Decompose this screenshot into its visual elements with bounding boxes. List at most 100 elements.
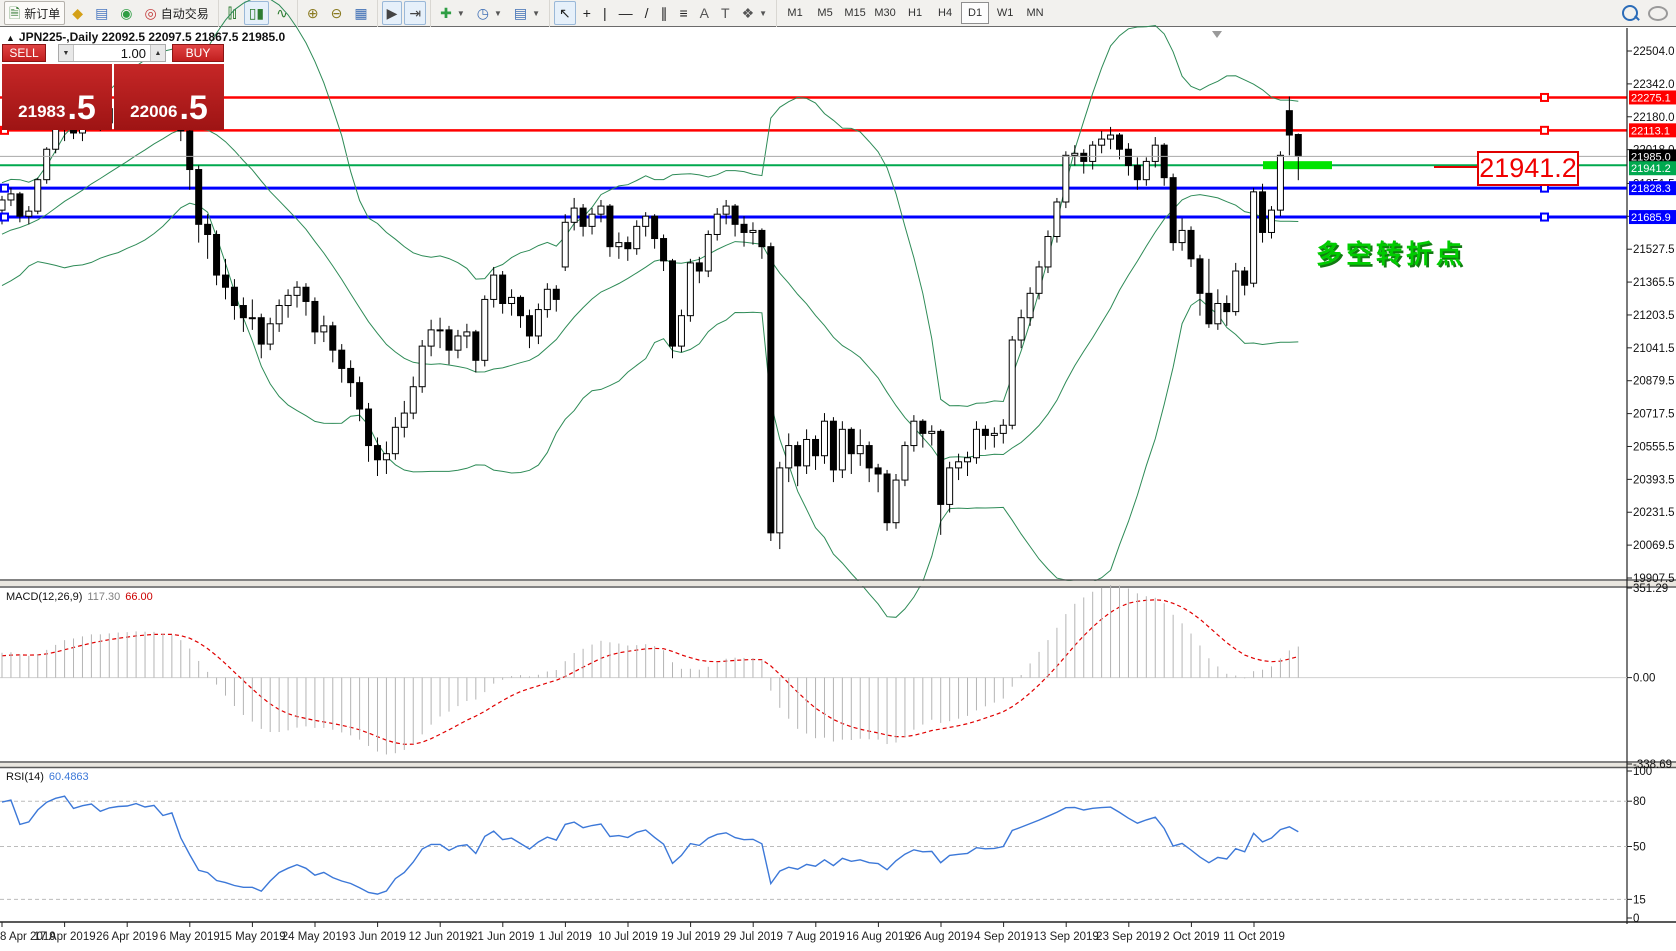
trendline-button[interactable]: /	[640, 1, 654, 25]
date-label: 7 Aug 2019	[787, 931, 845, 943]
candle-body	[999, 424, 1007, 434]
chart-title-text: JPN225-,Daily 22092.5 22097.5 21867.5 21…	[18, 30, 286, 44]
candle-body	[937, 430, 945, 505]
periods-button[interactable]: ◷ ▼	[472, 1, 507, 25]
timeframe-mn[interactable]: MN	[1026, 7, 1044, 19]
date-label: 3 Jun 2019	[349, 931, 406, 943]
timeframe-m30[interactable]: M30	[874, 7, 896, 19]
autotrading-button[interactable]: ◎ 自动交易	[140, 1, 214, 25]
rsi-line	[1, 795, 1299, 895]
collapse-panel-icon[interactable]: ▲	[6, 33, 15, 43]
date-label: 24 May 2019	[282, 931, 349, 943]
line-handles	[0, 92, 1549, 222]
line-handle[interactable]	[1540, 212, 1549, 222]
candle-body	[356, 382, 364, 410]
price-tag: 21985.0	[1629, 149, 1676, 164]
buy-price-display[interactable]: 22006 .5	[114, 64, 224, 130]
candle-body	[579, 207, 587, 227]
toolbar-group: ↖ + | — / ∥ ≡ A T ❖ ▼	[549, 0, 776, 27]
indicators-button[interactable]: ✚ ▼	[435, 1, 470, 25]
candle-body	[1187, 229, 1195, 260]
timeframe-h4[interactable]: H4	[938, 7, 953, 19]
candlestick-chart-button[interactable]: ▯▮	[243, 1, 270, 25]
price-tag: 21828.3	[1629, 181, 1676, 196]
timeframe-m1[interactable]: M1	[787, 7, 803, 19]
price-tick-label: 21203.5	[1633, 310, 1675, 322]
line-handle[interactable]	[0, 183, 9, 193]
templates-button[interactable]: ▤ ▼	[509, 1, 545, 25]
candle-body	[1017, 317, 1025, 341]
candles-layer	[0, 84, 1302, 550]
date-label: 17 Apr 2019	[34, 931, 96, 943]
buy-price-int: 22006	[130, 102, 178, 121]
candle-body	[749, 229, 757, 233]
zoom-in-button[interactable]: ⊕	[302, 1, 324, 25]
candle-body	[829, 420, 837, 471]
signals-icon[interactable]: ◉	[115, 1, 137, 25]
cn-annotation[interactable]: 多空转折点	[1316, 239, 1467, 269]
horizontal-lines	[0, 96, 1627, 219]
volume-input[interactable]: 1.00	[74, 45, 150, 61]
dropdown-caret-icon[interactable]: ▼	[759, 8, 768, 18]
channel-button[interactable]: ∥	[656, 1, 673, 25]
arrows-button[interactable]: ❖ ▼	[737, 1, 772, 25]
price-callout-box[interactable]: 21941.2	[1477, 151, 1579, 186]
data-window-icon[interactable]: ▤	[90, 1, 113, 25]
line-chart-button[interactable]: ∿	[271, 1, 293, 25]
price-tag-label: 21828.3	[1631, 183, 1671, 195]
date-label: 4 Sep 2019	[974, 931, 1033, 943]
candle-body	[1142, 160, 1150, 181]
candle-body	[695, 262, 703, 272]
sell-price-int: 21983	[18, 102, 66, 121]
timeframe-m5[interactable]: M5	[817, 7, 833, 19]
market-watch-icon[interactable]: ◆	[67, 1, 88, 25]
buy-button[interactable]: BUY	[172, 44, 224, 62]
timeframe-m15[interactable]: M15	[844, 7, 866, 19]
candle-body	[1053, 201, 1061, 238]
volume-increase-button[interactable]: ▲	[150, 45, 165, 61]
tile-windows-button[interactable]: ▦	[349, 1, 372, 25]
date-label: 1 Jul 2019	[539, 931, 592, 943]
candle-body	[293, 286, 301, 296]
trend-highlight-segment[interactable]	[1263, 161, 1332, 170]
toolbar-group: ⊕ ⊖ ▦	[296, 0, 377, 27]
dropdown-caret-icon[interactable]: ▼	[532, 8, 541, 18]
candle-body	[552, 288, 560, 300]
label-button[interactable]: T	[716, 1, 735, 25]
candle-body	[615, 242, 623, 248]
sell-button[interactable]: SELL	[2, 44, 46, 62]
line-handle[interactable]	[1540, 92, 1549, 102]
candle-body	[1241, 270, 1249, 286]
auto-scroll-button[interactable]: ▶	[381, 1, 403, 25]
candle-body	[928, 430, 936, 434]
chat-icon[interactable]	[1648, 5, 1668, 21]
price-tag-label: 21985.0	[1631, 151, 1671, 163]
search-icon[interactable]	[1622, 5, 1638, 21]
date-label: 10 Jul 2019	[598, 931, 657, 943]
new-order-button[interactable]: 🗎 新订单	[4, 1, 66, 25]
candle-body	[195, 169, 203, 225]
candle-body	[52, 128, 60, 150]
crosshair-button[interactable]: +	[578, 1, 596, 25]
timeframe-h1[interactable]: H1	[908, 7, 923, 19]
cursor-button[interactable]: ↖	[554, 1, 576, 25]
timeframe-d1[interactable]: D1	[961, 2, 990, 24]
chart-shift-marker[interactable]	[1212, 31, 1222, 38]
vertical-line-button[interactable]: |	[598, 1, 612, 25]
dropdown-caret-icon[interactable]: ▼	[456, 8, 465, 18]
line-handle[interactable]	[1540, 125, 1549, 135]
rsi-label: RSI(14) 60.4863	[6, 771, 89, 783]
cursor-icon: ↖	[559, 5, 571, 21]
timeframe-w1[interactable]: W1	[996, 7, 1014, 19]
line-handle[interactable]	[0, 212, 9, 222]
volume-decrease-button[interactable]: ▼	[59, 45, 74, 61]
sell-price-display[interactable]: 21983 .5	[2, 64, 112, 130]
fibonacci-button[interactable]: ≡	[675, 1, 693, 25]
horizontal-line-button[interactable]: —	[614, 1, 638, 25]
text-button[interactable]: A	[695, 1, 714, 25]
chart-shift-button[interactable]: ⇥	[404, 1, 427, 25]
date-label: 11 Oct 2019	[1223, 931, 1285, 943]
dropdown-caret-icon[interactable]: ▼	[493, 8, 502, 18]
zoom-out-button[interactable]: ⊖	[326, 1, 348, 25]
